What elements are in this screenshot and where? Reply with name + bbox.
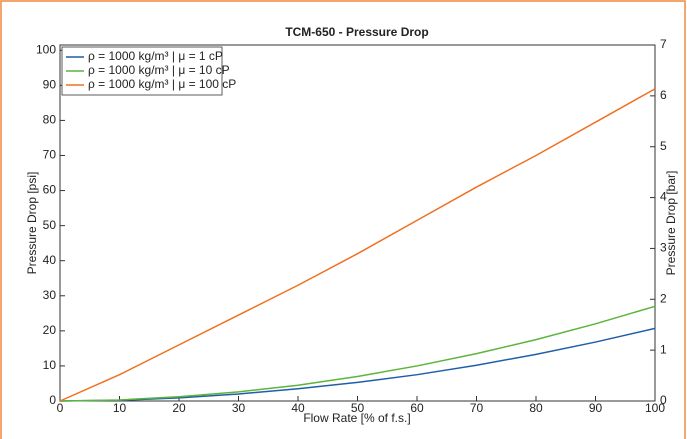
y-tick-label: 10 [43,358,57,372]
y-tick-label: 50 [43,218,57,232]
x-tick-label: 40 [291,401,305,415]
y-tick-label: 90 [43,78,57,92]
legend-label: ρ = 1000 kg/m³ | μ = 100 cP [88,77,236,91]
legend-label: ρ = 1000 kg/m³ | μ = 1 cP [88,49,223,63]
y-tick-label: 80 [43,113,57,127]
x-tick-label: 50 [351,401,365,415]
y2-tick-label: 4 [660,190,667,204]
y-tick-label: 30 [43,288,57,302]
series-line [59,88,656,402]
y2-tick-label: 2 [660,291,667,305]
y2-tick-label: 6 [660,88,667,102]
x-tick-label: 20 [172,401,186,415]
chart-title: TCM-650 - Pressure Drop [285,25,428,39]
series-line [59,305,656,402]
y-tick-label: 0 [49,393,56,407]
legend-box [61,46,223,96]
x-tick-label: 80 [529,401,543,415]
x-tick-label: 70 [470,401,484,415]
y-axis-label: Pressure Drop [psi] [25,172,39,275]
y2-tick-label: 3 [660,241,667,255]
y2-tick-label: 0 [660,393,667,407]
series-line [59,327,656,402]
x-tick-label: 0 [57,401,64,415]
x-axis-label: Flow Rate [% of f.s.] [303,411,410,425]
y-tick-label: 100 [36,42,56,56]
x-tick-label: 30 [232,401,246,415]
y2-tick-label: 1 [660,342,667,356]
x-tick-label: 60 [410,401,424,415]
y-tick-label: 60 [43,183,57,197]
y2-tick-label: 7 [660,37,667,51]
x-tick-label: 10 [113,401,127,415]
y2-axis-label: Pressure Drop [bar] [664,171,678,276]
x-tick-label: 100 [645,401,665,415]
x-tick-label: 90 [589,401,603,415]
y-tick-label: 70 [43,148,57,162]
y2-tick-label: 5 [660,139,667,153]
y-tick-label: 20 [43,323,57,337]
legend-label: ρ = 1000 kg/m³ | μ = 10 cP [88,63,230,77]
y-tick-label: 40 [43,253,57,267]
